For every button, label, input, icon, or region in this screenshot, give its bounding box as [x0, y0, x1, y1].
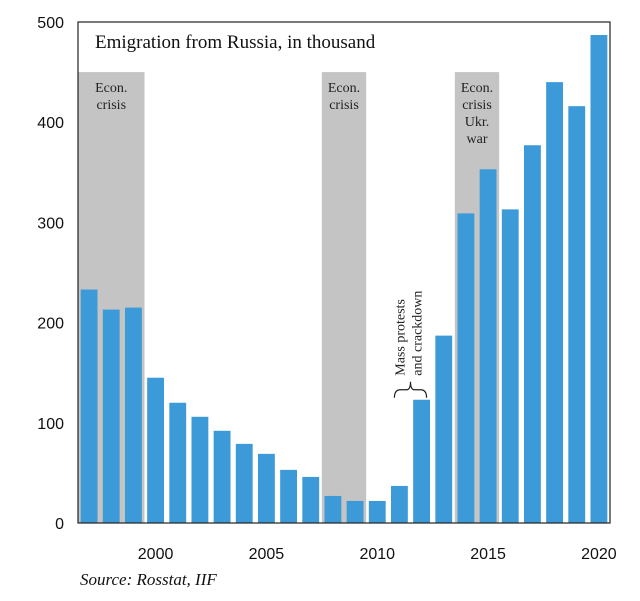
bar-2014: [457, 213, 475, 523]
x-tick-label: 2020: [581, 546, 617, 563]
bar-2010: [368, 500, 386, 523]
shaded-period-label: Econ.: [95, 81, 127, 96]
bar-2017: [523, 145, 541, 523]
chart-title: Emigration from Russia, in thousand: [95, 32, 376, 53]
bar-2009: [346, 500, 364, 523]
y-axis-ticks: 0 100 200 300 400 500: [37, 15, 64, 533]
shaded-period-label: Econ.: [461, 81, 493, 96]
bar-2005: [257, 453, 275, 523]
x-tick-label: 2015: [470, 546, 506, 563]
bar-2006: [280, 469, 298, 523]
bar-series: [80, 35, 608, 524]
bar-2004: [235, 443, 253, 523]
shaded-period-label: war: [467, 132, 488, 147]
y-tick-label: 400: [37, 115, 64, 132]
y-tick-label: 100: [37, 416, 64, 433]
bar-2013: [435, 335, 453, 523]
plot-frame: [77, 21, 611, 524]
bar-1997: [80, 289, 98, 523]
shaded-period-label: Ukr.: [465, 115, 490, 130]
shaded-period-label: crisis: [96, 98, 126, 113]
annotation-text: Mass protests: [394, 299, 409, 376]
bar-2002: [191, 416, 209, 523]
bar-2011: [390, 485, 408, 523]
x-tick-label: 2010: [359, 546, 395, 563]
shaded-period-label: Econ.: [328, 81, 360, 96]
y-tick-label: 500: [37, 15, 64, 32]
x-axis-ticks: 2000 2005 2010 2015 2020: [138, 546, 617, 563]
shaded-period-1: [321, 72, 367, 523]
bar-2020: [590, 35, 608, 523]
bar-1998: [102, 309, 120, 523]
y-tick-label: 0: [55, 516, 64, 533]
shaded-period-label: crisis: [462, 98, 492, 113]
bar-2001: [169, 402, 187, 523]
bar-2000: [147, 377, 165, 523]
shaded-period-labels: Econ. crisis Econ. crisis Econ. crisis Ukr. war: [95, 81, 493, 147]
protests-annotation: Mass protests and crackdown: [393, 291, 428, 398]
bar-2008: [324, 495, 342, 523]
source-note: Source: Rosstat, IIF: [80, 570, 217, 589]
bar-2015: [479, 169, 497, 523]
annotation-brace: [393, 381, 428, 398]
shaded-period-label: crisis: [329, 98, 359, 113]
y-tick-label: 200: [37, 316, 64, 333]
bar-2019: [568, 106, 586, 523]
bar-2012: [413, 399, 431, 523]
bar-2003: [213, 430, 231, 523]
x-tick-label: 2000: [138, 546, 174, 563]
x-tick-label: 2005: [249, 546, 285, 563]
bar-2007: [302, 476, 320, 523]
y-tick-label: 300: [37, 215, 64, 232]
bar-1999: [124, 307, 142, 523]
bar-2018: [546, 82, 564, 524]
bar-2016: [501, 209, 519, 523]
annotation-text: and crackdown: [411, 291, 426, 376]
